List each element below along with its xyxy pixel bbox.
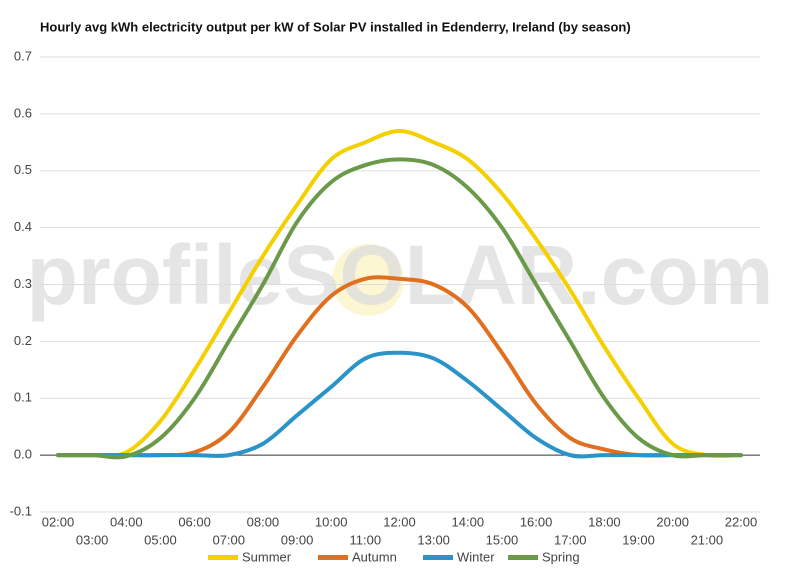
series-line [56, 157, 743, 460]
x-tick-label: 03:00 [76, 532, 109, 547]
legend-label: Spring [542, 549, 580, 564]
y-tick-label: 0.0 [14, 447, 32, 462]
x-tick-label: 19:00 [622, 532, 655, 547]
x-tick-label: 13:00 [417, 532, 450, 547]
y-tick-label: 0.4 [14, 219, 32, 234]
legend-label: Autumn [352, 549, 397, 564]
x-tick-label: 06:00 [178, 514, 211, 529]
chart-title: Hourly avg kWh electricity output per kW… [40, 19, 631, 34]
watermark: profileSOLAR.com [27, 228, 774, 322]
y-tick-label: -0.1 [10, 503, 32, 518]
x-tick-label: 21:00 [691, 532, 724, 547]
y-tick-label: 0.2 [14, 333, 32, 348]
x-tick-label: 05:00 [144, 532, 177, 547]
series-line [56, 128, 743, 458]
x-tick-label: 14:00 [452, 514, 485, 529]
x-tick-label: 16:00 [520, 514, 553, 529]
y-tick-label: 0.6 [14, 105, 32, 120]
legend-swatch [423, 555, 453, 560]
x-tick-label: 20:00 [656, 514, 689, 529]
y-tick-label: 0.7 [14, 48, 32, 63]
legend-swatch [508, 555, 538, 560]
x-tick-label: 09:00 [281, 532, 314, 547]
x-tick-label: 10:00 [315, 514, 348, 529]
y-tick-label: 0.3 [14, 276, 32, 291]
y-tick-label: 0.1 [14, 390, 32, 405]
x-tick-label: 07:00 [212, 532, 245, 547]
x-tick-label: 22:00 [725, 514, 758, 529]
x-tick-label: 02:00 [42, 514, 75, 529]
x-tick-label: 18:00 [588, 514, 621, 529]
legend-swatch [318, 555, 348, 560]
x-tick-label: 08:00 [247, 514, 280, 529]
legend-label: Winter [457, 549, 495, 564]
x-tick-label: 15:00 [486, 532, 519, 547]
x-tick-label: 04:00 [110, 514, 143, 529]
legend-swatch [208, 555, 238, 560]
y-tick-label: 0.5 [14, 162, 32, 177]
x-tick-label: 17:00 [554, 532, 587, 547]
x-tick-label: 11:00 [350, 532, 382, 547]
legend-label: Summer [242, 549, 292, 564]
x-tick-label: 12:00 [383, 514, 416, 529]
series-line [56, 350, 743, 459]
